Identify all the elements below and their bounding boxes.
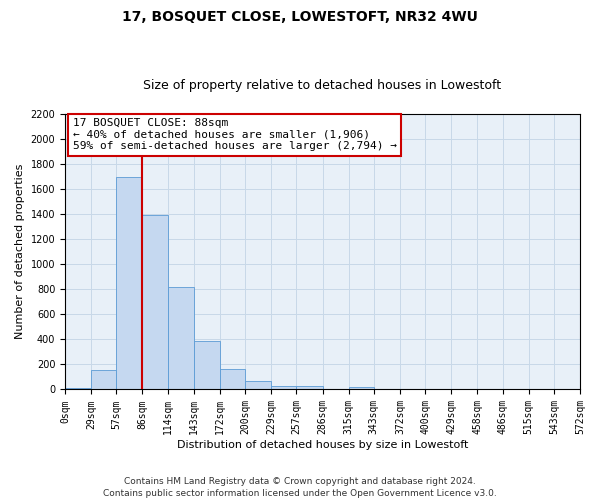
Bar xyxy=(142,215,167,390)
Bar xyxy=(271,386,296,390)
Text: Contains HM Land Registry data © Crown copyright and database right 2024.
Contai: Contains HM Land Registry data © Crown c… xyxy=(103,476,497,498)
Bar xyxy=(245,382,271,390)
Bar xyxy=(91,370,116,390)
Bar xyxy=(65,388,91,390)
Text: 17 BOSQUET CLOSE: 88sqm
← 40% of detached houses are smaller (1,906)
59% of semi: 17 BOSQUET CLOSE: 88sqm ← 40% of detache… xyxy=(73,118,397,152)
Title: Size of property relative to detached houses in Lowestoft: Size of property relative to detached ho… xyxy=(143,79,502,92)
Bar xyxy=(116,176,142,390)
Bar xyxy=(194,342,220,390)
Bar xyxy=(167,287,194,390)
X-axis label: Distribution of detached houses by size in Lowestoft: Distribution of detached houses by size … xyxy=(177,440,468,450)
Text: 17, BOSQUET CLOSE, LOWESTOFT, NR32 4WU: 17, BOSQUET CLOSE, LOWESTOFT, NR32 4WU xyxy=(122,10,478,24)
Bar xyxy=(296,386,323,390)
Y-axis label: Number of detached properties: Number of detached properties xyxy=(15,164,25,340)
Bar xyxy=(349,387,374,390)
Bar xyxy=(220,369,245,390)
